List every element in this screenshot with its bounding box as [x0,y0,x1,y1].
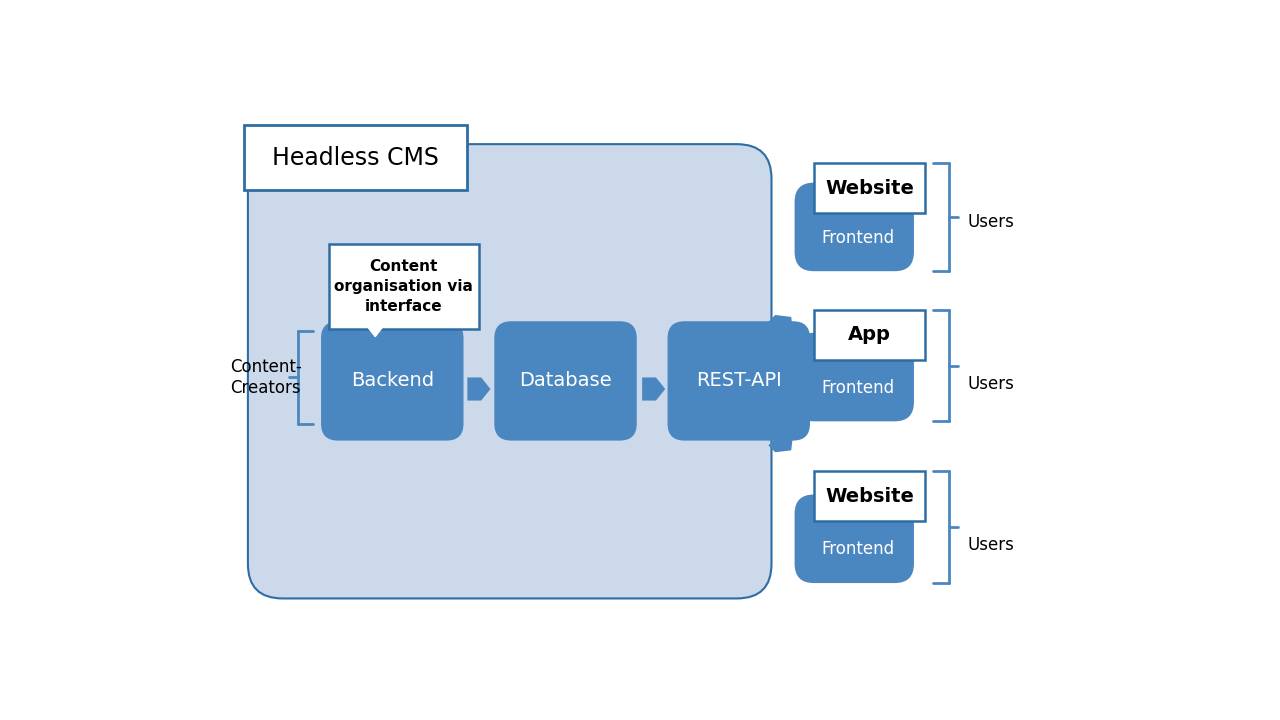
FancyBboxPatch shape [248,144,772,598]
FancyBboxPatch shape [321,321,463,441]
Polygon shape [814,377,838,400]
FancyBboxPatch shape [795,333,914,421]
FancyBboxPatch shape [795,495,914,583]
Text: Users: Users [968,536,1015,554]
Bar [814,310,925,360]
Text: Content
organisation via
interface: Content organisation via interface [334,258,474,315]
Text: Frontend: Frontend [822,379,895,397]
FancyBboxPatch shape [668,321,810,441]
Text: Content-
Creators: Content- Creators [229,358,302,397]
FancyBboxPatch shape [795,183,914,271]
Text: Database: Database [520,372,612,390]
Bar [814,472,925,521]
Polygon shape [467,377,490,400]
FancyBboxPatch shape [494,321,636,441]
Text: Backend: Backend [351,372,434,390]
Text: Frontend: Frontend [822,541,895,559]
Text: App: App [849,325,891,344]
Polygon shape [643,377,666,400]
Polygon shape [823,331,850,348]
Text: Website: Website [826,487,914,506]
Polygon shape [823,493,850,510]
Text: Website: Website [826,179,914,198]
Text: Users: Users [968,374,1015,392]
Bar [244,125,467,190]
Polygon shape [362,320,388,337]
Bar [814,163,925,213]
Text: Users: Users [968,213,1015,231]
Text: Headless CMS: Headless CMS [273,145,439,170]
Polygon shape [768,428,794,452]
Text: REST-API: REST-API [696,372,782,390]
Bar [329,244,479,329]
Polygon shape [823,181,850,198]
Polygon shape [768,315,794,340]
Text: Frontend: Frontend [822,228,895,246]
